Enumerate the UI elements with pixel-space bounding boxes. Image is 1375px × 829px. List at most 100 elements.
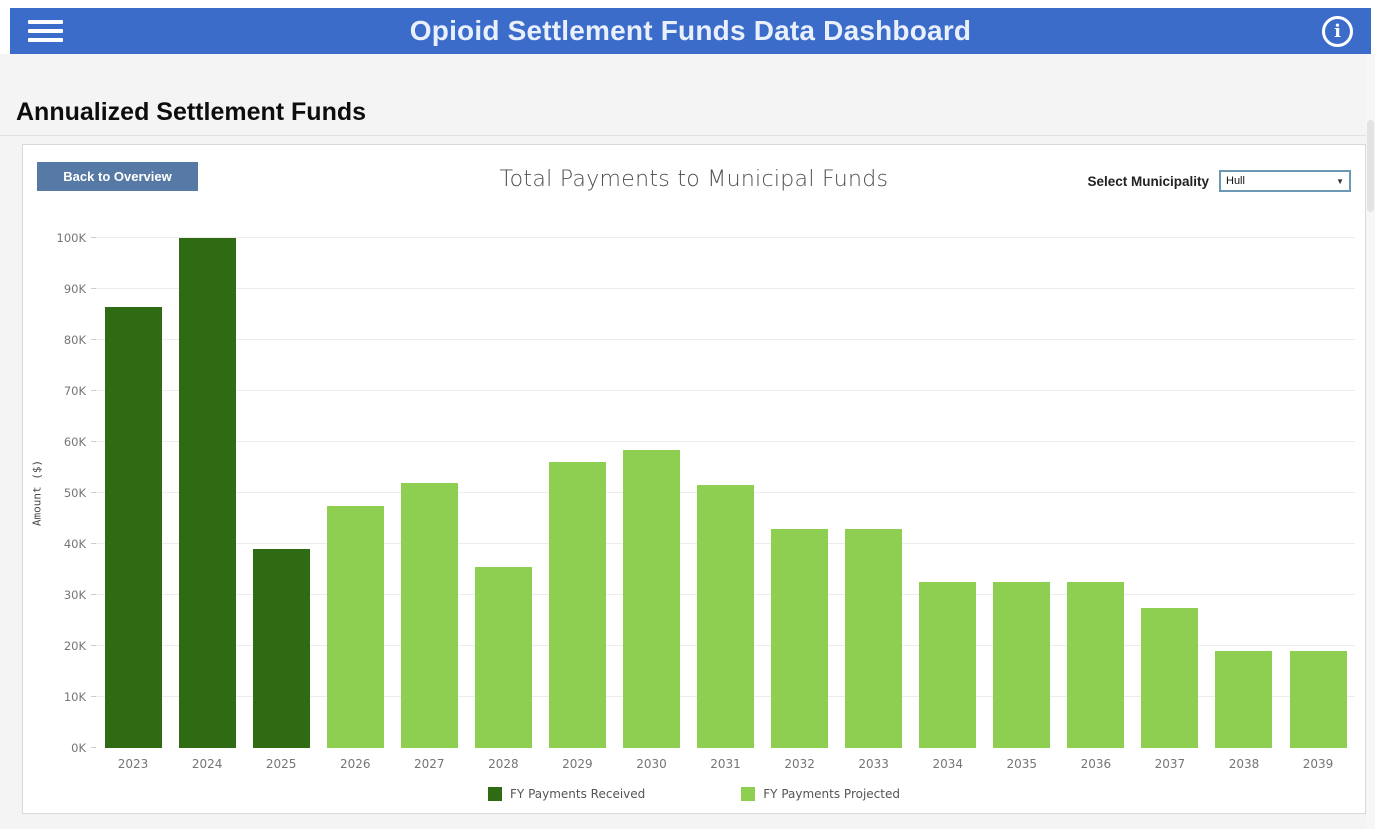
bar-2032[interactable]: [771, 528, 829, 748]
bar-2027[interactable]: [400, 482, 458, 748]
y-tick-label: 60K: [63, 435, 86, 449]
municipality-label: Select Municipality: [1087, 173, 1209, 189]
x-tick-label: 2023: [117, 757, 149, 771]
legend-item[interactable]: FY Payments Received: [488, 787, 645, 801]
chevron-down-icon: ▼: [1336, 176, 1344, 186]
bar-cell: [466, 238, 540, 748]
bar-cell: [1133, 238, 1207, 748]
bar-cell: [1207, 238, 1281, 748]
y-tick-mark: [91, 492, 96, 493]
plot-column: 2023 2024 2025 2026 2027 2028 2029 2030 2031 2032…: [96, 191, 1355, 771]
y-tick-mark: [91, 645, 96, 646]
app-header: Opioid Settlement Funds Data Dashboard i: [10, 8, 1371, 54]
y-tick-label: 30K: [63, 588, 86, 602]
municipality-control: Select Municipality Hull ▼: [1087, 162, 1351, 192]
chart-area: Amount ($) 0K 10K 20K 30K 40K 50K 60K 70K 80K 90K…: [23, 191, 1365, 771]
x-tick-label: 2032: [784, 757, 815, 771]
municipality-dropdown[interactable]: Hull ▼: [1219, 170, 1351, 192]
y-tick-mark: [91, 339, 96, 340]
bar-cell: [540, 238, 614, 748]
divider: [0, 135, 1375, 136]
y-tick-mark: [91, 390, 96, 391]
x-tick-label: 2025: [265, 757, 297, 771]
hamburger-menu-icon[interactable]: [28, 15, 63, 47]
y-tick-label: 100K: [56, 231, 87, 245]
app-title: Opioid Settlement Funds Data Dashboard: [409, 15, 972, 46]
y-tick-mark: [91, 696, 96, 697]
bar-cell: [614, 238, 688, 748]
panel-toolbar: Back to Overview Total Payments to Munic…: [23, 145, 1365, 192]
bar-2038[interactable]: [1215, 651, 1273, 748]
gridline: [96, 339, 1355, 340]
x-tick-label: 2039: [1302, 757, 1334, 771]
y-tick-mark: [91, 543, 96, 544]
bar-2028[interactable]: [474, 566, 532, 748]
legend-item[interactable]: FY Payments Projected: [741, 787, 900, 801]
y-axis: Amount ($) 0K 10K 20K 30K 40K 50K 60K 70K 80K 90K…: [23, 191, 96, 771]
x-tick-label: 2034: [932, 757, 963, 771]
x-tick-label: 2029: [562, 757, 593, 771]
bar-2034[interactable]: [919, 582, 977, 748]
bar-2031[interactable]: [697, 485, 755, 748]
legend-swatch-icon: [741, 787, 756, 801]
bar-2033[interactable]: [845, 528, 903, 748]
bar-2037[interactable]: [1141, 607, 1199, 748]
gridline: [96, 237, 1355, 238]
info-circle-icon[interactable]: i: [1322, 15, 1353, 47]
back-to-overview-button[interactable]: Back to Overview: [37, 162, 198, 191]
x-tick-label: 2035: [1006, 757, 1038, 771]
bar-2029[interactable]: [548, 462, 606, 748]
bar-2024[interactable]: [178, 238, 236, 748]
y-tick-mark: [91, 288, 96, 289]
bar-2025[interactable]: [252, 549, 310, 748]
bar-cell: [1059, 238, 1133, 748]
bar-cell: [1281, 238, 1355, 748]
x-tick-label: 2030: [636, 757, 667, 771]
scrollbar[interactable]: [1366, 54, 1375, 829]
bar-cell: [985, 238, 1059, 748]
y-tick-label: 90K: [63, 282, 86, 296]
y-tick-mark: [91, 594, 96, 595]
y-tick-label: 70K: [63, 384, 86, 398]
y-tick-label: 80K: [63, 333, 86, 347]
legend-swatch-icon: [488, 787, 503, 801]
bar-2039[interactable]: [1289, 651, 1347, 748]
bar-2030[interactable]: [622, 449, 680, 748]
legend-label: FY Payments Received: [510, 787, 646, 801]
bar-cell: [170, 238, 244, 748]
bar-cell: [96, 238, 170, 748]
x-tick-label: 2033: [858, 757, 889, 771]
bar-2035[interactable]: [993, 582, 1051, 748]
x-axis-labels: 2023 2024 2025 2026 2027 2028 2029 2030 2031 2032…: [96, 748, 1355, 771]
scrollbar-thumb[interactable]: [1367, 120, 1374, 212]
bar-cell: [689, 238, 763, 748]
top-margin: [0, 0, 1375, 8]
bar-2036[interactable]: [1067, 582, 1125, 748]
y-tick-label: 50K: [63, 486, 86, 500]
bar-cell: [763, 238, 837, 748]
x-tick-label: 2031: [710, 757, 741, 771]
x-tick-label: 2024: [191, 757, 223, 771]
y-axis-title: Amount ($): [30, 459, 44, 527]
content-area: Annualized Settlement Funds Back to Over…: [0, 54, 1375, 829]
gridline: [96, 288, 1355, 289]
y-tick-mark: [91, 441, 96, 442]
municipality-selected-value: Hull: [1226, 175, 1245, 187]
gridline: [96, 441, 1355, 442]
bar-cell: [392, 238, 466, 748]
bar-2026[interactable]: [326, 505, 384, 748]
bar-cell: [318, 238, 392, 748]
chart-legend: FY Payments Received FY Payments Projecte…: [23, 787, 1365, 801]
legend-label: FY Payments Projected: [763, 787, 900, 801]
x-tick-label: 2026: [339, 757, 371, 771]
bar-2023[interactable]: [104, 306, 162, 748]
bar-cell: [911, 238, 985, 748]
plot-area: [96, 237, 1355, 748]
x-tick-label: 2027: [414, 757, 445, 771]
bar-cell: [244, 238, 318, 748]
x-tick-label: 2028: [488, 757, 519, 771]
y-tick-mark: [91, 237, 96, 238]
x-tick-label: 2037: [1154, 757, 1186, 771]
y-tick-mark: [91, 747, 96, 748]
bar-cell: [837, 238, 911, 748]
